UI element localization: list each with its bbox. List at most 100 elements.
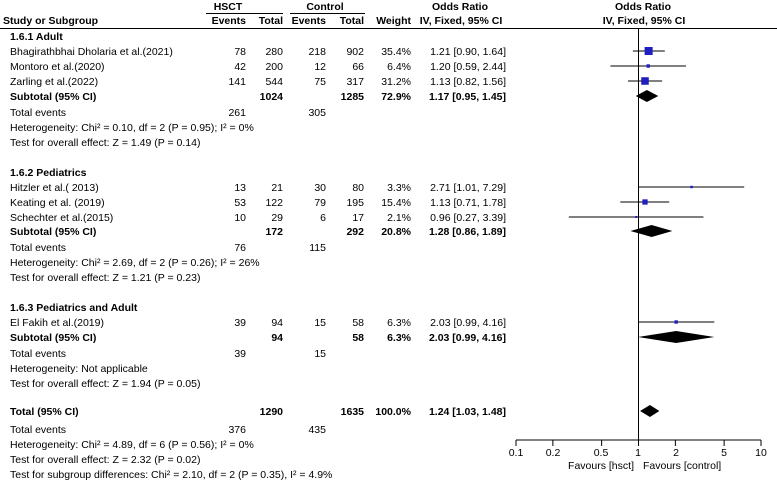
study-name: Montoro et al.(2020) xyxy=(10,61,105,73)
study-total1: 21 xyxy=(271,182,283,194)
total-events1: 76 xyxy=(234,242,246,254)
overall-effect-text: Test for overall effect: Z = 1.49 (P = 0… xyxy=(10,137,201,149)
study-ci: 2.71 [1.01, 7.29] xyxy=(430,182,506,194)
study-total1: 122 xyxy=(265,197,283,209)
group2-underline xyxy=(290,13,365,14)
study-weight: 35.4% xyxy=(381,46,411,58)
col-weight-header: Weight xyxy=(376,15,411,27)
study-events1: 53 xyxy=(234,197,246,209)
total-events1: 376 xyxy=(228,424,246,436)
study-events1: 141 xyxy=(228,76,246,88)
section-title: 1.6.2 Pediatrics xyxy=(10,167,87,179)
total-events1: 261 xyxy=(228,107,246,119)
study-total1: 544 xyxy=(265,76,283,88)
study-events1: 10 xyxy=(234,212,246,224)
total-events-label: Total events xyxy=(10,424,67,436)
study-name: Schechter et al.(2015) xyxy=(10,212,114,224)
study-marker xyxy=(642,199,648,205)
study-events1: 39 xyxy=(234,317,246,329)
total-events2: 15 xyxy=(314,348,326,360)
subtotal-ci: 2.03 [0.99, 4.16] xyxy=(428,332,506,344)
total-events-label: Total events xyxy=(10,107,67,119)
study-events2: 79 xyxy=(314,197,326,209)
study-weight: 2.1% xyxy=(387,212,411,224)
study-weight: 3.3% xyxy=(387,182,411,194)
study-total2: 80 xyxy=(352,182,364,194)
study-events2: 75 xyxy=(314,76,326,88)
study-ci: 2.03 [0.99, 4.16] xyxy=(430,317,506,329)
study-marker xyxy=(646,64,650,68)
subtotal-label: Subtotal (95% CI) xyxy=(10,332,97,344)
total-events1: 39 xyxy=(234,348,246,360)
study-marker xyxy=(641,77,649,85)
col-total2-header: Total xyxy=(339,15,364,27)
subtotal-label: Subtotal (95% CI) xyxy=(10,91,97,103)
study-events2: 218 xyxy=(308,46,326,58)
study-total1: 29 xyxy=(271,212,283,224)
col-or-method-header: IV, Fixed, 95% CI xyxy=(419,15,503,27)
or-column-title: Odds Ratio xyxy=(431,1,488,13)
study-events2: 6 xyxy=(320,212,326,224)
study-total1: 280 xyxy=(265,46,283,58)
subtotal-ci: 1.28 [0.86, 1.89] xyxy=(428,226,506,238)
axis-tick-label: 1 xyxy=(635,447,641,459)
overall-effect-text: Test for overall effect: Z = 1.94 (P = 0… xyxy=(10,378,201,390)
total-weight: 100.0% xyxy=(375,406,411,418)
study-name: Hitzler et al.( 2013) xyxy=(10,182,99,194)
subtotal-total2: 292 xyxy=(346,226,364,238)
total-total1: 1290 xyxy=(259,406,283,418)
axis-tick-label: 0.2 xyxy=(545,447,561,459)
study-ci: 1.13 [0.71, 1.78] xyxy=(430,197,506,209)
favours-left-label: Favours [hsct] xyxy=(568,460,634,472)
total-events-label: Total events xyxy=(10,242,67,254)
total-total2: 1635 xyxy=(340,406,364,418)
study-events2: 15 xyxy=(314,317,326,329)
study-ci: 1.21 [0.90, 1.64] xyxy=(430,46,506,58)
plot-method-header: IV, Fixed, 95% CI xyxy=(602,15,686,27)
section-title: 1.6.3 Pediatrics and Adult xyxy=(10,302,138,314)
group2-header: Control xyxy=(306,1,344,13)
heterogeneity-text: Heterogeneity: Chi² = 0.10, df = 2 (P = … xyxy=(10,122,254,134)
subtotal-total2: 58 xyxy=(352,332,364,344)
subtotal-weight: 72.9% xyxy=(381,91,411,103)
axis-tick-label: 5 xyxy=(721,447,727,459)
subtotal-diamond xyxy=(635,90,659,102)
study-total1: 94 xyxy=(271,317,283,329)
study-name: Bhagirathbhai Dholaria et al.(2021) xyxy=(10,46,173,58)
subtotal-total2: 1285 xyxy=(340,91,364,103)
study-ci: 1.13 [0.82, 1.56] xyxy=(430,76,506,88)
subtotal-diamond xyxy=(637,331,715,343)
axis-tick-label: 2 xyxy=(673,447,679,459)
plot-title: Odds Ratio xyxy=(614,1,671,13)
study-name: El Fakih et al.(2019) xyxy=(10,317,104,329)
study-weight: 15.4% xyxy=(381,197,411,209)
study-weight: 6.4% xyxy=(387,61,411,73)
axis-tick-label: 0.5 xyxy=(593,447,609,459)
total-events2: 115 xyxy=(309,242,326,254)
group1-underline xyxy=(206,13,283,14)
study-total1: 200 xyxy=(265,61,283,73)
study-marker xyxy=(674,320,678,324)
study-marker xyxy=(635,216,638,218)
col-total1-header: Total xyxy=(258,15,283,27)
total-events2: 435 xyxy=(308,424,326,436)
overall-effect-text: Test for overall effect: Z = 1.21 (P = 0… xyxy=(10,272,201,284)
axis-tick-label: 10 xyxy=(755,447,767,459)
study-events2: 30 xyxy=(314,182,326,194)
heterogeneity-text: Heterogeneity: Chi² = 2.69, df = 2 (P = … xyxy=(10,257,260,269)
subtotal-weight: 20.8% xyxy=(381,226,411,238)
study-total2: 902 xyxy=(346,46,364,58)
subtotal-diamond xyxy=(630,225,673,237)
study-total2: 66 xyxy=(352,61,364,73)
subtotal-total1: 94 xyxy=(271,332,283,344)
favours-right-label: Favours [control] xyxy=(643,460,722,472)
total-events2: 305 xyxy=(308,107,326,119)
study-total2: 58 xyxy=(352,317,364,329)
col-study-header: Study or Subgroup xyxy=(3,15,99,27)
total-overall-effect-text: Test for overall effect: Z = 2.32 (P = 0… xyxy=(10,454,201,466)
total-events-label: Total events xyxy=(10,348,67,360)
header-rule xyxy=(0,28,777,29)
study-weight: 6.3% xyxy=(387,317,411,329)
total-ci: 1.24 [1.03, 1.48] xyxy=(428,406,506,418)
